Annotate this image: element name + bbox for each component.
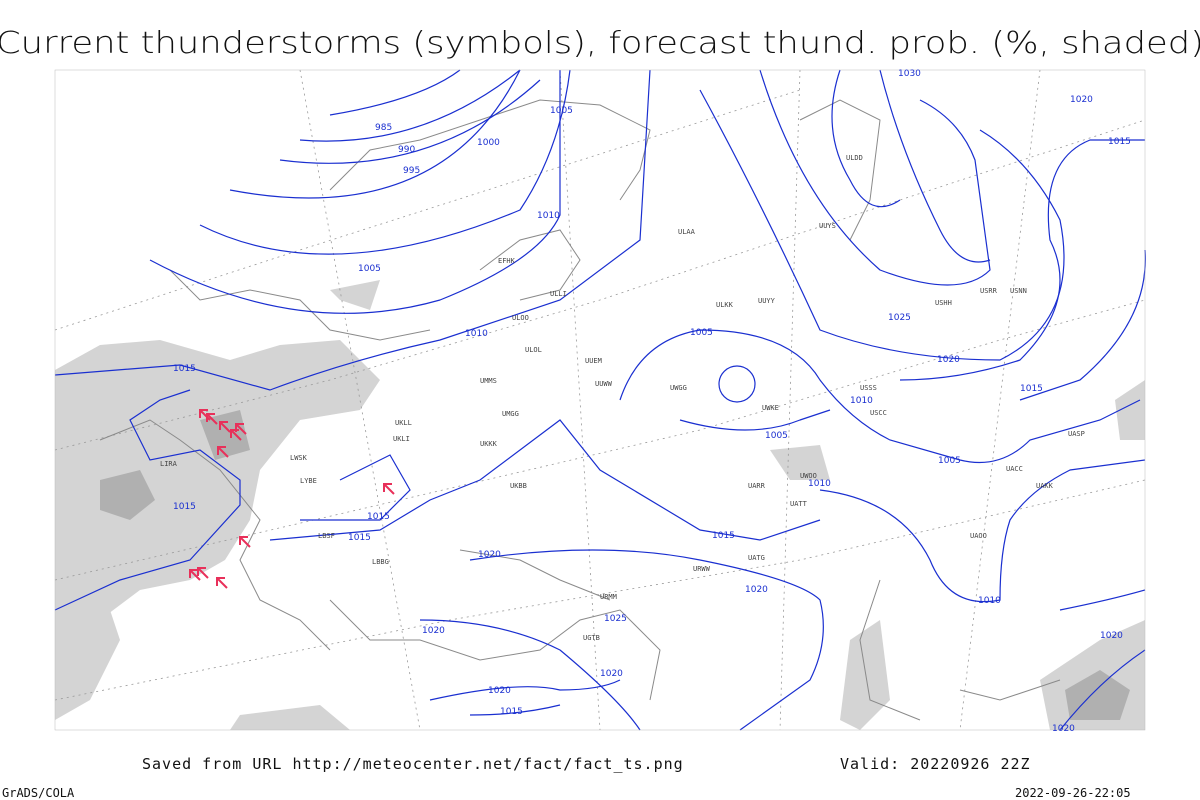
station-label: USSS [860,384,877,392]
isobar-label: 1015 [1108,137,1131,147]
title: Current thunderstorms (symbols), forecas… [0,26,1200,61]
station-label: UAKK [1036,482,1054,490]
station-label: URMM [600,593,617,601]
station-label: UKLI [393,435,410,443]
isobar-label: 1010 [465,329,488,339]
station-label: UGTB [583,634,600,642]
station-label: UARR [748,482,766,490]
isobar-label: 1010 [850,396,873,406]
station-label: ULDD [846,154,863,162]
station-label: UATG [748,554,765,562]
timestamp: 2022-09-26-22:05 [1015,786,1131,800]
station-label: USRR [980,287,998,295]
isobar-label: 1020 [937,355,960,365]
isobar-label: 1005 [690,328,713,338]
station-label: UMGG [502,410,519,418]
source-url: Saved from URL http://meteocenter.net/fa… [142,755,684,773]
isobar-label: 1020 [600,669,623,679]
station-label: USCC [870,409,887,417]
isobar-label: 1005 [938,456,961,466]
isobar [54,69,1146,731]
isobar-label: 1010 [537,211,560,221]
station-label: UWOO [800,472,817,480]
station-label: UMMS [480,377,497,385]
station-label: LIRA [160,460,178,468]
station-label: LBBG [372,558,389,566]
isobar-label: 985 [375,123,392,133]
isobar-label: 1015 [1020,384,1043,394]
station-label: EFHK [498,257,516,265]
isobar-label: 995 [403,166,420,176]
isobar-label: 1015 [173,502,196,512]
isobar-label: 1015 [348,533,371,543]
station-label: ULKK [716,301,734,309]
isobar-label: 1020 [478,550,501,560]
isobar-label: 1015 [712,531,735,541]
station-label: UACC [1006,465,1023,473]
station-label: UKKK [480,440,498,448]
station-label: UUYY [758,297,776,305]
isobar-label: 1020 [422,626,445,636]
isobar-label: 1025 [604,614,627,624]
thunderstorm-symbol [189,409,395,589]
station-label: ULAA [678,228,696,236]
coastline [99,99,1061,721]
isobar-label: 1010 [978,596,1001,606]
station-label: URWW [693,565,711,573]
map-frame [54,69,1146,731]
isobar-label: 1020 [1100,631,1123,641]
station-label: LBSF [318,532,335,540]
map-area [54,69,1146,731]
isobar-label: 1005 [765,431,788,441]
credit: GrADS/COLA [2,786,75,800]
isobar-label: 1020 [1052,724,1075,734]
station-label: USNN [1010,287,1027,295]
isobar-label: 1030 [898,69,921,79]
isobar-label: 1005 [550,106,573,116]
station-label: ULLI [550,290,567,298]
valid-time: Valid: 20220926 22Z [840,755,1031,773]
isobar-label: 1000 [477,138,500,148]
station-label: ULOO [512,314,529,322]
station-label: UASP [1068,430,1085,438]
station-label: UWKE [762,404,779,412]
isobar-label: 1015 [500,707,523,717]
station-label: UATT [790,500,808,508]
isobar-label: 1025 [888,313,911,323]
station-label: UKBB [510,482,527,490]
station-label: UWGG [670,384,687,392]
station-label: UUWW [595,380,613,388]
station-label: LYBE [300,477,317,485]
isobar-label: 1015 [367,512,390,522]
probability-shading [55,280,1145,730]
isobar-label: 1010 [808,479,831,489]
graticule [54,69,1146,731]
station-label: UKLL [395,419,412,427]
isobar-label: 1020 [488,686,511,696]
isobar-label: 1005 [358,264,381,274]
station-label: USHH [935,299,952,307]
isobar-label: 1020 [745,585,768,595]
isobar-label: 1015 [173,364,196,374]
station-label: ULOL [525,346,542,354]
station-label: UUYS [819,222,836,230]
isobar-label: 1020 [1070,95,1093,105]
isobar-label: 990 [398,145,415,155]
station-label: LWSK [290,454,308,462]
station-label: UUEM [585,357,602,365]
station-label: UAOO [970,532,987,540]
probability-shading-high [100,410,1130,720]
